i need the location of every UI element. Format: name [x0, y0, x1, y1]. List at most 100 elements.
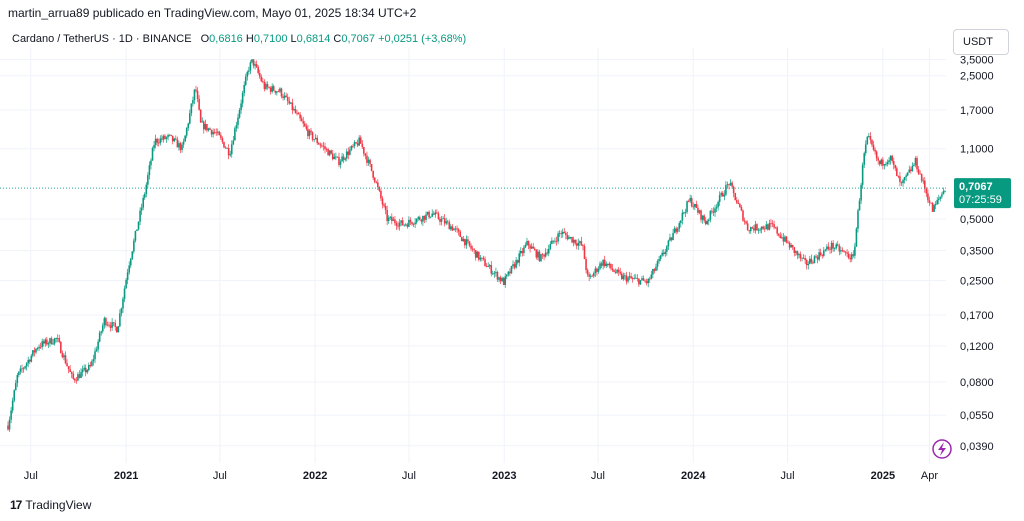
- candle: [835, 244, 838, 249]
- candle: [443, 218, 446, 224]
- candle: [521, 251, 524, 254]
- candle: [451, 226, 454, 231]
- candle: [773, 224, 775, 228]
- symbol-name[interactable]: Cardano / TetherUS · 1D · BINANCE: [12, 33, 192, 45]
- candle: [66, 363, 68, 367]
- candle: [588, 274, 590, 277]
- candle: [453, 228, 455, 231]
- candle: [47, 343, 50, 345]
- candle: [330, 150, 333, 154]
- candle: [624, 275, 626, 277]
- candle: [251, 59, 253, 63]
- candle: [791, 244, 794, 248]
- candle: [886, 162, 889, 165]
- candle: [335, 156, 337, 158]
- candle: [633, 278, 636, 279]
- candle: [39, 346, 42, 348]
- lightning-icon-glyph: [938, 442, 946, 456]
- candle: [150, 160, 152, 166]
- candle: [35, 348, 37, 353]
- candle: [515, 259, 517, 268]
- candle: [687, 201, 690, 203]
- candle: [271, 86, 273, 92]
- candle: [558, 233, 561, 235]
- candle: [226, 147, 228, 149]
- candle: [125, 279, 127, 289]
- candle: [681, 212, 684, 221]
- candle: [504, 276, 507, 285]
- candle: [830, 242, 833, 250]
- lightning-icon[interactable]: [932, 439, 952, 459]
- candle: [695, 203, 698, 208]
- candle: [910, 169, 912, 172]
- candle: [850, 254, 853, 260]
- candle: [675, 228, 677, 232]
- candle: [350, 145, 353, 150]
- candle: [178, 143, 180, 148]
- candle: [394, 219, 396, 224]
- candle: [611, 268, 614, 271]
- candle: [299, 114, 301, 119]
- candle: [928, 200, 931, 203]
- candle: [815, 256, 817, 258]
- candle: [411, 222, 413, 225]
- candle: [756, 224, 758, 231]
- candle: [617, 269, 620, 272]
- candle: [785, 236, 788, 243]
- candle: [392, 219, 395, 221]
- candle: [863, 153, 865, 165]
- candle: [728, 184, 730, 186]
- candle: [257, 67, 259, 73]
- candle: [639, 280, 642, 285]
- candle: [41, 341, 43, 347]
- candle: [32, 350, 34, 356]
- y-tick-label: 1,1000: [960, 144, 994, 156]
- currency-button[interactable]: USDT: [953, 29, 1009, 55]
- candle: [198, 98, 200, 110]
- candle: [661, 252, 663, 256]
- candle: [917, 169, 920, 174]
- candle: [484, 259, 486, 267]
- candle: [235, 125, 238, 129]
- candle: [670, 237, 673, 241]
- candle: [482, 257, 485, 260]
- candle: [179, 143, 182, 150]
- candle: [731, 182, 733, 187]
- candle: [518, 253, 521, 263]
- candle: [849, 257, 852, 260]
- y-tick-label: 3,5000: [960, 54, 994, 66]
- candle: [725, 185, 727, 195]
- candle: [325, 149, 328, 150]
- candle: [941, 194, 943, 197]
- candle: [432, 213, 435, 215]
- candle: [903, 176, 906, 181]
- candle: [258, 72, 261, 77]
- candle: [100, 331, 103, 333]
- candle: [386, 210, 388, 221]
- tradingview-brand[interactable]: 17 TradingView: [10, 498, 91, 512]
- candle: [795, 251, 797, 253]
- candle: [934, 203, 937, 206]
- candle: [139, 210, 141, 222]
- candle: [560, 233, 562, 235]
- candle: [916, 158, 918, 170]
- price-axis[interactable]: 3,5000 2,5000 1,7000 1,1000 0,5000 0,3500 0,25…: [960, 54, 994, 452]
- candle: [804, 258, 806, 261]
- candle: [712, 211, 715, 213]
- candle: [8, 419, 11, 430]
- candle: [638, 278, 640, 285]
- candle: [377, 182, 379, 188]
- candle: [406, 224, 409, 227]
- candle: [53, 338, 56, 344]
- candle: [445, 221, 447, 224]
- candle: [296, 112, 298, 114]
- candle: [807, 263, 810, 266]
- time-axis[interactable]: Jul 2021 Jul 2022 Jul 2023 Jul 2024 Jul 2025 Apr: [24, 470, 939, 482]
- candle: [642, 278, 645, 281]
- candle: [101, 325, 104, 332]
- candle: [509, 271, 511, 274]
- close-label: C: [333, 33, 342, 45]
- high-value: 0,7100: [253, 33, 288, 45]
- candle: [240, 103, 242, 110]
